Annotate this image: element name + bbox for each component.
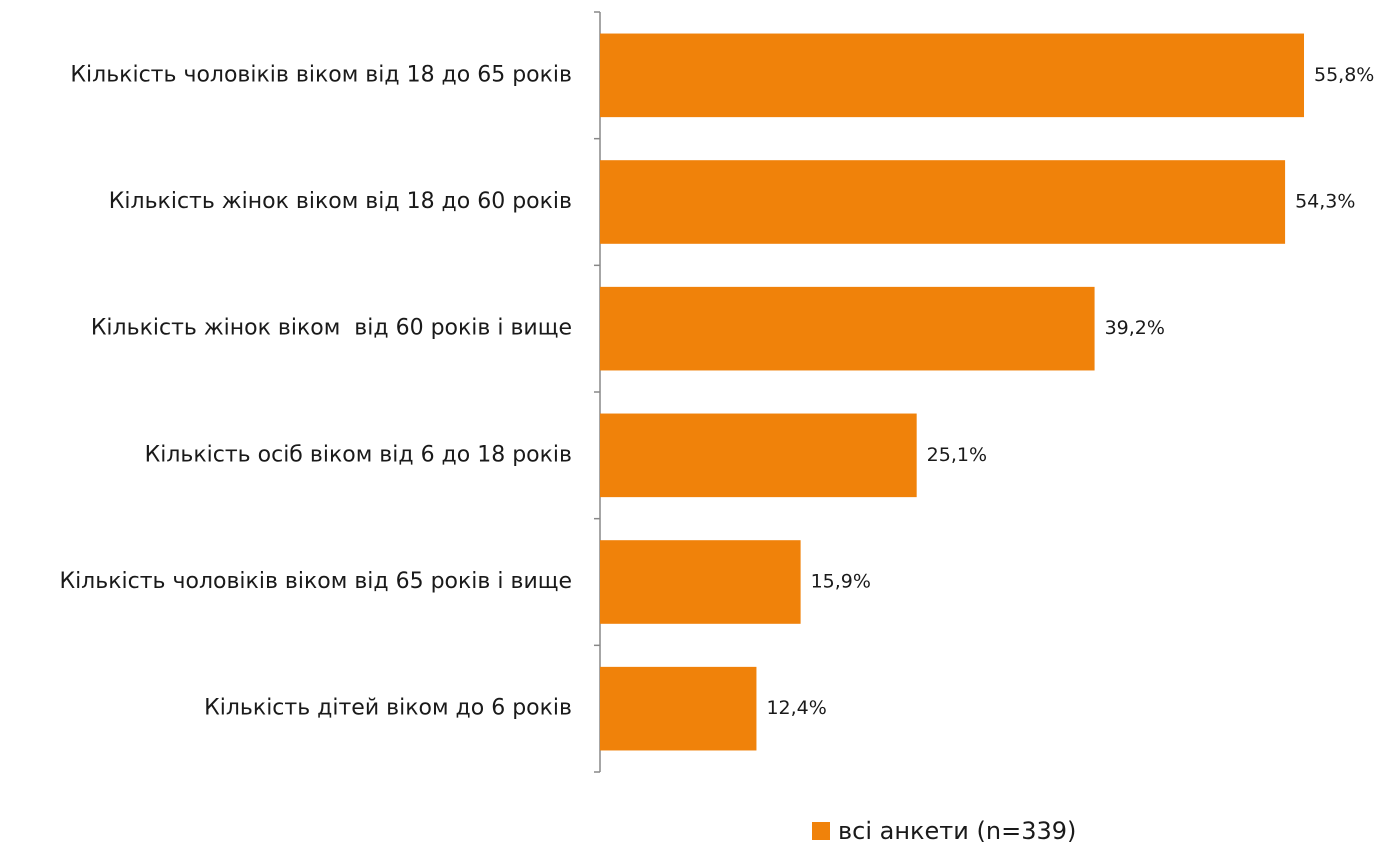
bar <box>600 413 917 498</box>
category-label: Кількість дітей віком до 6 років <box>204 696 572 721</box>
bar <box>600 160 1286 244</box>
value-label: 25,1% <box>927 444 987 466</box>
bar <box>600 540 801 624</box>
category-label: Кількість чоловіків віком від 18 до 65 р… <box>70 62 572 87</box>
value-label: 15,9% <box>811 571 871 593</box>
value-label: 39,2% <box>1105 317 1165 339</box>
legend-label: всі анкети (n=339) <box>838 817 1076 845</box>
legend-swatch <box>812 822 830 840</box>
value-label: 12,4% <box>766 697 826 719</box>
category-label: Кількість жінок віком від 60 років і вищ… <box>91 316 572 341</box>
bar <box>600 666 757 751</box>
bar <box>600 286 1095 371</box>
value-label: 55,8% <box>1314 64 1374 86</box>
bar <box>600 33 1305 118</box>
value-label: 54,3% <box>1295 191 1355 213</box>
category-label: Кількість осіб віком від 6 до 18 років <box>145 442 572 467</box>
category-label: Кількість жінок віком від 18 до 60 років <box>109 189 572 214</box>
category-label: Кількість чоловіків віком від 65 років і… <box>59 569 572 594</box>
